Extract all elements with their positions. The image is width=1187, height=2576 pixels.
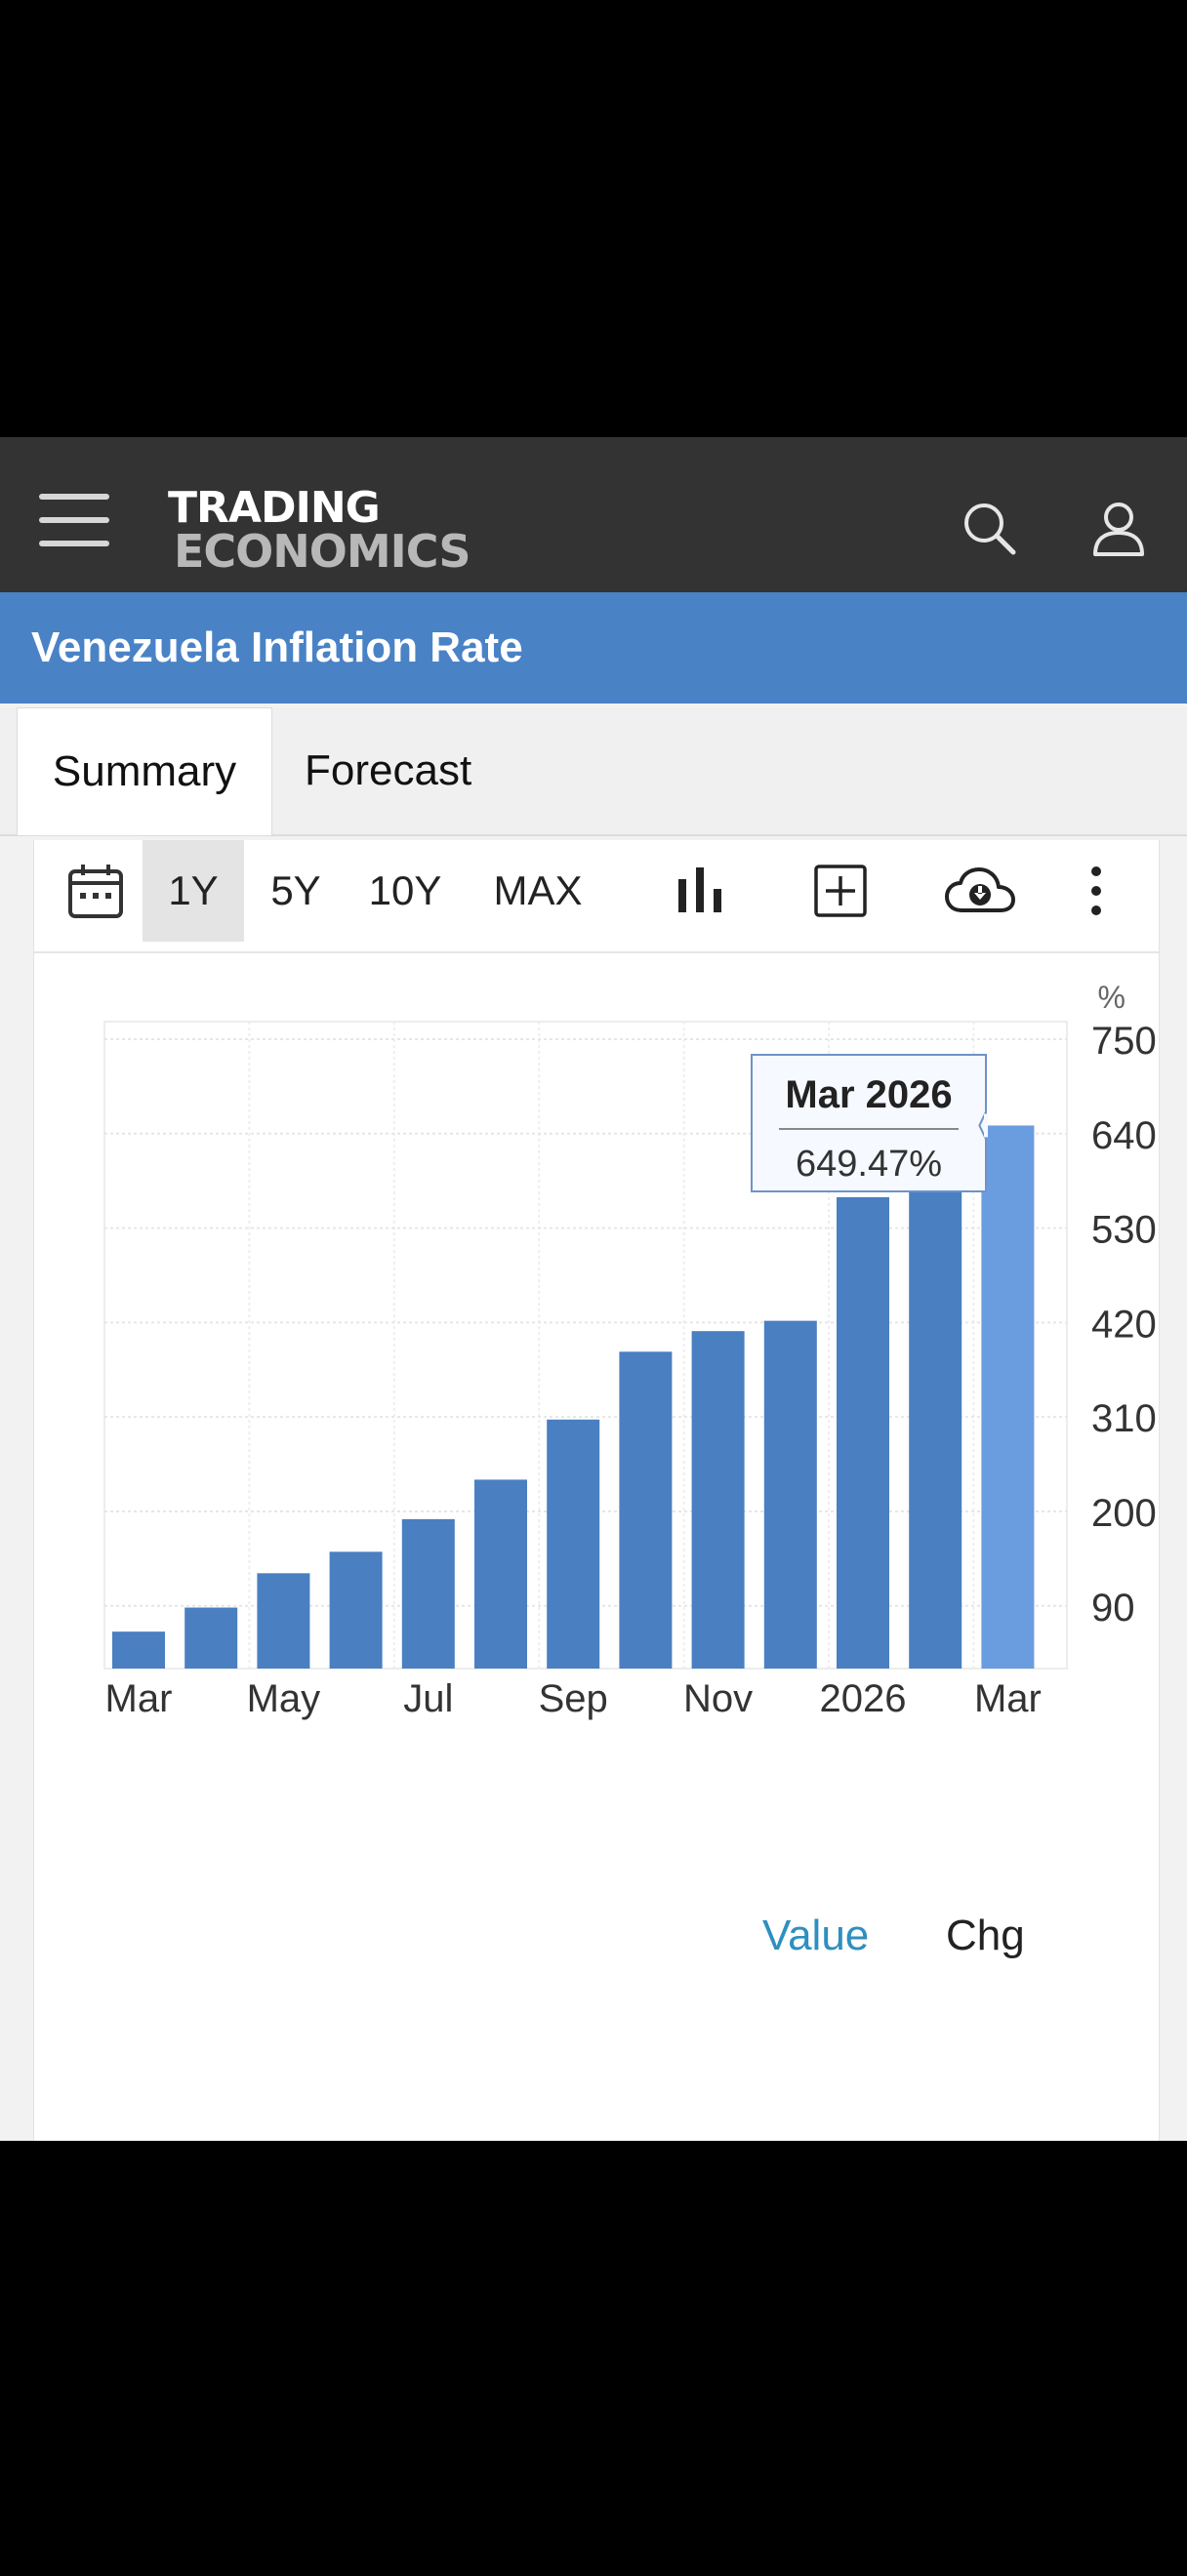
bar-chart-icon[interactable] [673, 864, 727, 918]
logo-line2: ECONOMICS [174, 525, 471, 578]
user-icon[interactable] [1089, 500, 1148, 558]
x-tick-label: 2026 [820, 1677, 907, 1720]
y-tick-label: 90 [1091, 1587, 1135, 1630]
x-tick-label: Nov [683, 1677, 753, 1720]
bar-oct-2025 [619, 1351, 673, 1669]
bar-mar-2026 [981, 1125, 1035, 1669]
app-screen: TRADING ECONOMICS Venezuela Inflation Ra… [0, 437, 1187, 2141]
search-icon[interactable] [961, 500, 1019, 558]
logo-line1: TRADING [168, 483, 381, 533]
add-icon[interactable] [813, 864, 868, 918]
tooltip-box [751, 1054, 987, 1192]
y-tick-label: 750 [1091, 1020, 1157, 1063]
x-tick-label: May [247, 1677, 321, 1720]
x-tick-label: Sep [539, 1677, 608, 1720]
bar-jun-2025 [329, 1551, 383, 1669]
top-bar: TRADING ECONOMICS [0, 437, 1187, 592]
range-10y-button[interactable]: 10Y [368, 867, 442, 913]
x-tick-label: Jul [403, 1677, 453, 1720]
y-tick-label: 640 [1091, 1114, 1157, 1157]
bar-jul-2025 [401, 1518, 455, 1669]
bar-feb-2026 [909, 1167, 962, 1669]
cloud-download-icon[interactable] [944, 865, 1016, 916]
title-bar: Venezuela Inflation Rate [0, 592, 1187, 704]
legend-value-toggle[interactable]: Value [762, 1912, 870, 1959]
range-1y-button[interactable]: 1Y [143, 840, 244, 942]
bar-mar-2025 [112, 1631, 165, 1669]
tab-bar: Summary Forecast [0, 707, 1187, 836]
chart-panel: 1Y 5Y 10Y MAX [33, 840, 1160, 2141]
tooltip-pointer-mask [984, 1113, 988, 1138]
range-max-button[interactable]: MAX [493, 867, 583, 913]
x-tick-label: Mar [105, 1677, 173, 1720]
y-tick-label: 310 [1091, 1397, 1157, 1440]
bar-nov-2025 [691, 1331, 745, 1669]
y-tick-label: 200 [1091, 1492, 1157, 1535]
bar-sep-2025 [547, 1419, 600, 1669]
legend-chg-toggle[interactable]: Chg [946, 1912, 1025, 1959]
x-tick-label: Mar [974, 1677, 1042, 1720]
tab-forecast[interactable]: Forecast [305, 746, 472, 794]
bar-aug-2025 [474, 1479, 527, 1669]
inflation-bar-chart: 90 200 310 420 530 640 750 Mar May Jul Sep Nov 2026 M… [103, 980, 1157, 1720]
bar-jan-2026 [837, 1196, 889, 1669]
tab-summary[interactable]: Summary [17, 707, 272, 835]
bar-dec-2025 [763, 1320, 817, 1669]
logo[interactable]: TRADING ECONOMICS [168, 484, 519, 578]
range-5y-button[interactable]: 5Y [270, 867, 321, 913]
bar-apr-2025 [184, 1607, 238, 1669]
calendar-icon[interactable] [67, 862, 124, 920]
tooltip-value: 649.47% [796, 1144, 942, 1185]
tooltip-title: Mar 2026 [785, 1073, 952, 1116]
more-icon[interactable] [1085, 864, 1108, 918]
page-title: Venezuela Inflation Rate [31, 624, 523, 671]
y-tick-label: 530 [1091, 1209, 1157, 1252]
chart-toolbar: 1Y 5Y 10Y MAX [34, 840, 1159, 953]
menu-icon[interactable] [39, 494, 109, 546]
y-tick-label: 420 [1091, 1303, 1157, 1346]
bar-may-2025 [257, 1573, 310, 1669]
unit-label: % [1098, 980, 1126, 1015]
